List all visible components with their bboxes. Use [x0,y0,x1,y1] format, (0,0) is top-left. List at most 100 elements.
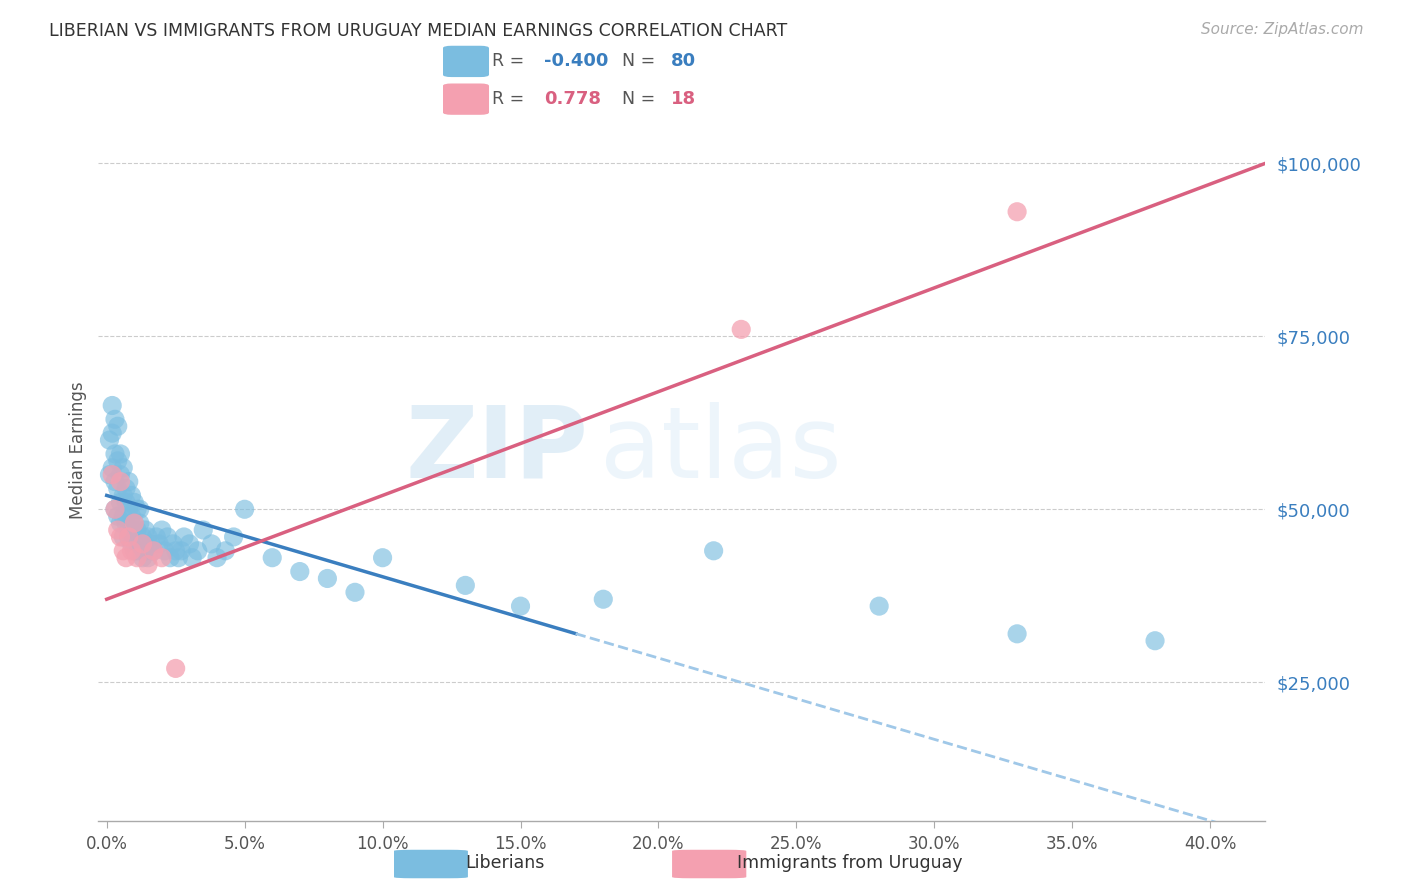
Point [110,495,132,509]
Point [165,661,187,675]
Point [107,482,129,496]
Point [112,509,135,524]
Point [187,543,209,558]
Point [868,599,890,614]
Point [509,599,531,614]
Point [110,516,132,530]
Point [173,530,195,544]
Point [148,537,170,551]
Point [121,509,143,524]
Point [150,523,173,537]
Point [125,543,148,558]
FancyBboxPatch shape [443,84,489,115]
Point [110,475,132,489]
Point [124,516,146,530]
Point [118,530,141,544]
Point [121,488,143,502]
Point [112,488,135,502]
Text: atlas: atlas [600,402,842,499]
Point [205,550,228,565]
Point [110,467,132,482]
Point [142,543,165,558]
Text: Immigrants from Uruguay: Immigrants from Uruguay [737,854,963,872]
Point [125,523,148,537]
Point [179,537,201,551]
Point [128,502,150,516]
Text: -0.400: -0.400 [544,53,609,70]
Point [124,516,146,530]
Point [134,523,156,537]
Point [167,550,190,565]
Point [112,460,135,475]
Point [98,467,121,482]
Point [107,419,129,434]
Text: 80: 80 [671,53,696,70]
FancyBboxPatch shape [672,850,747,879]
Point [136,550,159,565]
Point [104,412,127,426]
FancyBboxPatch shape [443,45,489,77]
Y-axis label: Median Earnings: Median Earnings [69,382,87,519]
Point [121,543,143,558]
Point [145,530,167,544]
Point [124,495,146,509]
Point [1144,633,1167,648]
Text: 18: 18 [671,90,696,108]
Point [139,537,162,551]
Point [156,530,179,544]
Text: Source: ZipAtlas.com: Source: ZipAtlas.com [1201,22,1364,37]
Point [131,537,153,551]
Point [131,550,153,565]
Text: LIBERIAN VS IMMIGRANTS FROM URUGUAY MEDIAN EARNINGS CORRELATION CHART: LIBERIAN VS IMMIGRANTS FROM URUGUAY MEDI… [49,22,787,40]
Point [101,460,124,475]
Point [115,482,138,496]
Point [165,543,187,558]
Point [107,509,129,524]
Point [124,543,146,558]
Text: R =: R = [492,53,530,70]
Point [703,543,725,558]
Point [101,399,124,413]
Point [104,502,127,516]
Point [104,502,127,516]
Point [118,475,141,489]
Text: 0.778: 0.778 [544,90,600,108]
Point [128,537,150,551]
Point [730,322,752,336]
Point [288,565,311,579]
Point [262,550,284,565]
Point [112,530,135,544]
Point [118,523,141,537]
Point [1005,204,1028,219]
Point [107,523,129,537]
Text: Liberians: Liberians [465,854,544,872]
Point [159,550,181,565]
Point [104,447,127,461]
Point [222,530,245,544]
Point [136,558,159,572]
Text: N =: N = [621,53,661,70]
FancyBboxPatch shape [394,850,468,879]
Point [115,495,138,509]
Point [162,537,184,551]
Point [193,523,215,537]
Point [118,502,141,516]
Point [316,572,339,586]
Point [131,530,153,544]
Point [1005,627,1028,641]
Point [150,550,173,565]
Point [98,433,121,447]
Point [170,543,193,558]
Point [112,543,135,558]
Point [128,516,150,530]
Point [107,454,129,468]
Point [454,578,477,592]
Point [200,537,222,551]
Point [101,426,124,441]
Point [115,516,138,530]
Point [142,543,165,558]
Point [153,543,176,558]
Point [125,550,148,565]
Point [233,502,256,516]
Point [115,550,138,565]
